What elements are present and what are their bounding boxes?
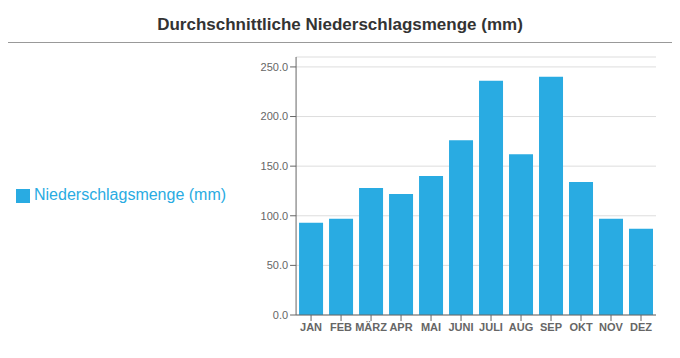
svg-text:0.0: 0.0 bbox=[273, 309, 288, 321]
svg-text:50.0: 50.0 bbox=[267, 259, 288, 271]
html-text:Durchschnittliche Niederschlag: Durchschnittliche Niederschlagsmenge (mm… bbox=[157, 15, 523, 34]
svg-text:FEB: FEB bbox=[330, 321, 352, 333]
svg-text:250.0: 250.0 bbox=[261, 61, 289, 73]
svg-text:JULI: JULI bbox=[479, 321, 503, 333]
svg-text:OKT: OKT bbox=[569, 321, 593, 333]
svg-text:150.0: 150.0 bbox=[261, 160, 289, 172]
svg-text:JUNI: JUNI bbox=[449, 321, 474, 333]
svg-text:200.0: 200.0 bbox=[261, 110, 289, 122]
svg-text:100.0: 100.0 bbox=[261, 210, 289, 222]
svg-text:MÄRZ: MÄRZ bbox=[355, 321, 387, 333]
svg-text:NOV: NOV bbox=[599, 321, 624, 333]
svg-text:JAN: JAN bbox=[300, 321, 322, 333]
svg-text:SEP: SEP bbox=[540, 321, 562, 333]
svg-text:DEZ: DEZ bbox=[630, 321, 652, 333]
html-text:Niederschlagsmenge (mm): Niederschlagsmenge (mm) bbox=[34, 186, 227, 203]
svg-text:APR: APR bbox=[389, 321, 412, 333]
svg-text:MAI: MAI bbox=[421, 321, 441, 333]
svg-text:AUG: AUG bbox=[509, 321, 533, 333]
